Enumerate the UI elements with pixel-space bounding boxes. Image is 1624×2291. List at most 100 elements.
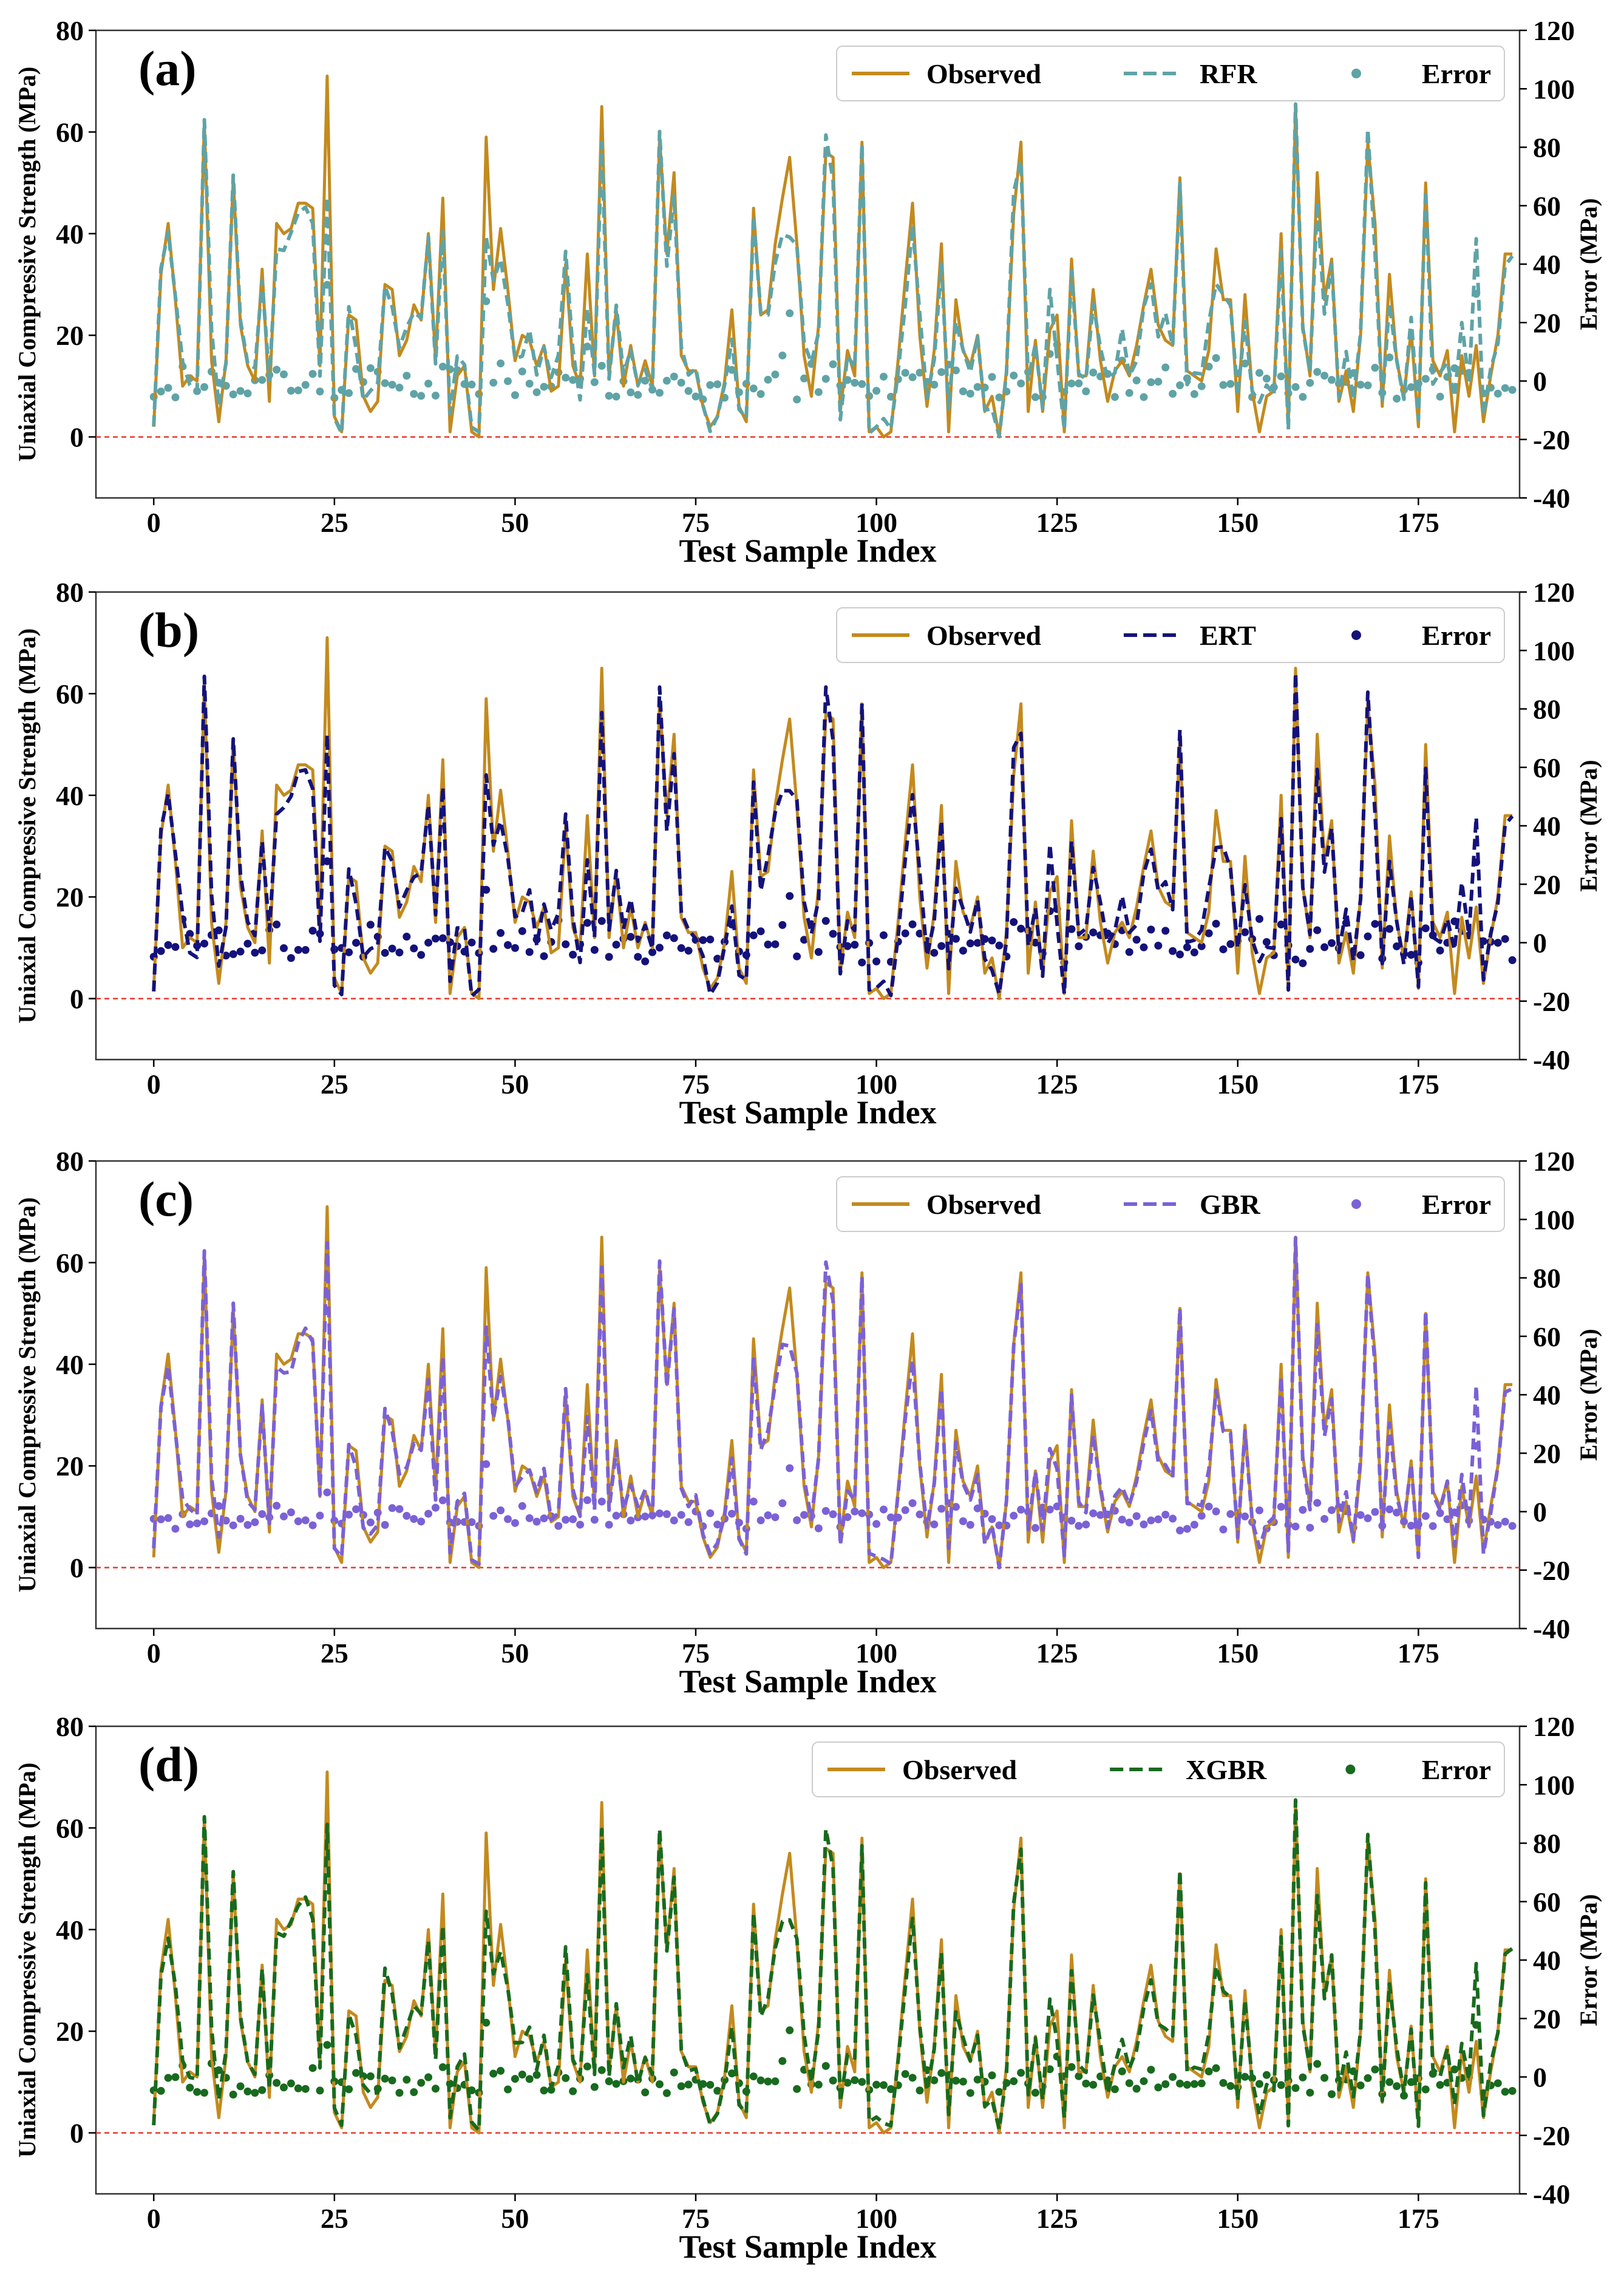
error-point — [1226, 2082, 1235, 2090]
error-point — [988, 936, 996, 945]
y-tick-label: 0 — [70, 984, 84, 1015]
error-point — [1219, 1525, 1228, 1534]
error-point — [323, 2041, 331, 2049]
x-axis-label: Test Sample Index — [679, 1663, 936, 1700]
error-point — [164, 384, 172, 392]
error-point — [1190, 390, 1198, 398]
error-point — [200, 1517, 209, 1525]
series-gbr-line — [152, 1236, 1514, 1570]
y-right-tick-label: 0 — [1533, 366, 1547, 397]
x-tick-label: 125 — [1036, 507, 1078, 538]
error-point — [1132, 376, 1141, 385]
x-tick-label: 50 — [501, 1069, 529, 1100]
error-point — [814, 948, 823, 956]
error-point — [684, 947, 693, 955]
y-right-axis-label: Error (MPa) — [1575, 1894, 1602, 2026]
error-point — [872, 1520, 881, 1528]
error-point — [851, 378, 859, 387]
error-point — [200, 939, 209, 948]
y-right-tick-label: 60 — [1533, 1321, 1561, 1352]
y-tick-label: 80 — [56, 577, 84, 608]
error-point — [229, 950, 237, 958]
error-point — [279, 370, 288, 378]
error-point — [886, 1513, 895, 1522]
x-tick-label: 100 — [855, 2203, 897, 2234]
error-point — [1291, 383, 1300, 391]
error-point — [1306, 1523, 1314, 1532]
error-point — [1493, 939, 1502, 947]
error-point — [1140, 943, 1148, 951]
error-point — [301, 1516, 310, 1525]
error-point — [308, 2064, 317, 2072]
y-right-tick-label: 20 — [1533, 869, 1561, 900]
error-point — [1154, 378, 1163, 386]
error-point — [569, 1515, 577, 1523]
y-tick-label: 20 — [56, 1451, 84, 1482]
error-point — [966, 2089, 974, 2097]
error-point — [879, 1505, 888, 1514]
error-point — [345, 948, 353, 956]
error-point — [995, 2088, 1004, 2096]
error-point — [1161, 1511, 1170, 1519]
error-point — [959, 1517, 967, 1525]
error-point — [1212, 354, 1220, 363]
error-point — [562, 940, 570, 948]
plot-area — [96, 636, 1520, 1001]
error-point — [1241, 359, 1249, 368]
error-point — [395, 383, 404, 392]
x-tick-label: 100 — [855, 507, 897, 538]
error-point — [345, 389, 353, 397]
error-point — [1110, 2085, 1119, 2094]
panel-label: (d) — [138, 1737, 199, 1792]
error-point — [1421, 2085, 1430, 2094]
error-point — [800, 374, 809, 383]
legend-error-swatch — [1351, 630, 1361, 640]
error-point — [1501, 384, 1509, 392]
error-point — [800, 1511, 809, 1519]
error-point — [229, 1521, 237, 1530]
error-point — [612, 1511, 620, 1520]
error-point — [1436, 392, 1444, 401]
error-point — [1255, 369, 1263, 377]
error-point — [1393, 942, 1401, 951]
error-point — [706, 2080, 715, 2089]
error-point — [525, 948, 534, 956]
error-point — [417, 392, 426, 400]
error-point — [294, 2084, 302, 2092]
error-point — [1075, 942, 1083, 950]
error-point — [171, 2073, 180, 2082]
error-point — [366, 1518, 375, 1527]
error-point — [793, 1516, 801, 1525]
error-point — [186, 1520, 194, 1528]
error-point — [1125, 1518, 1133, 1527]
error-point — [1067, 925, 1076, 933]
y-tick-label: 60 — [56, 1247, 84, 1278]
error-point — [821, 2061, 830, 2070]
error-point — [771, 1513, 780, 1522]
error-point — [258, 946, 267, 955]
x-axis-label: Test Sample Index — [679, 533, 936, 569]
error-point — [641, 2088, 650, 2097]
error-point — [424, 380, 433, 388]
error-point — [1508, 956, 1517, 964]
x-tick-label: 150 — [1217, 2203, 1259, 2234]
error-point — [497, 1506, 505, 1514]
error-point — [1393, 395, 1401, 403]
y-tick-label: 80 — [56, 15, 84, 46]
y-right-tick-label: 80 — [1533, 694, 1561, 725]
error-point — [1140, 393, 1148, 401]
error-point — [583, 2062, 591, 2071]
error-point — [1176, 950, 1184, 959]
error-point — [605, 953, 613, 961]
error-point — [706, 1509, 715, 1517]
error-point — [1255, 1506, 1263, 1514]
error-point — [1291, 1522, 1300, 1531]
error-point — [562, 373, 570, 382]
error-point — [489, 378, 498, 387]
error-point — [677, 1511, 685, 1519]
y-axis-label: Uniaxial Compressive Strength (MPa) — [13, 628, 41, 1024]
legend-error-swatch — [1351, 1199, 1361, 1209]
error-point — [583, 1496, 591, 1505]
x-tick-label: 75 — [682, 1069, 710, 1100]
error-point — [1291, 2084, 1300, 2092]
